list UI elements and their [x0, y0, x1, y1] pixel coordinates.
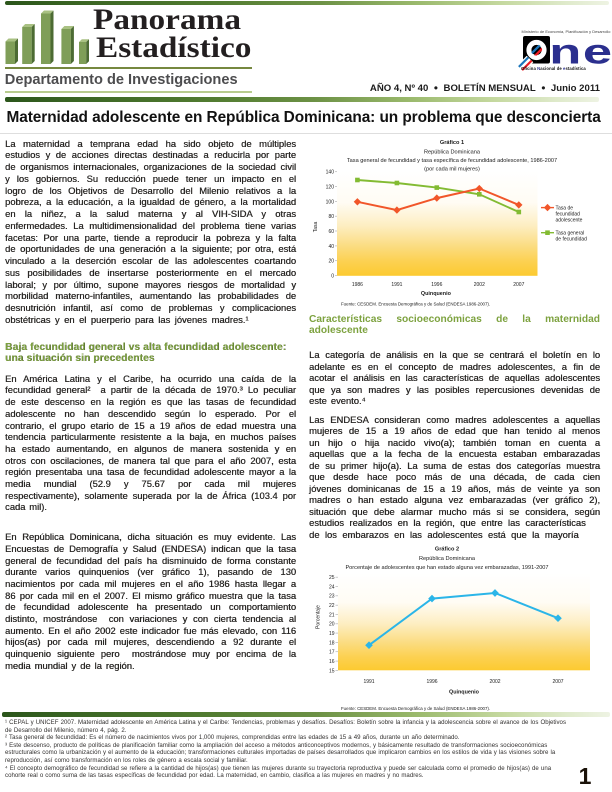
svg-text:1991: 1991	[363, 679, 374, 685]
svg-text:60: 60	[328, 229, 334, 235]
svg-text:100: 100	[326, 199, 335, 205]
svg-text:2002: 2002	[474, 282, 485, 288]
svg-text:Porcentaje: Porcentaje	[316, 605, 322, 629]
svg-text:1991: 1991	[391, 282, 402, 288]
svg-text:Gráfico 2: Gráfico 2	[435, 547, 459, 553]
svg-text:15: 15	[329, 668, 335, 674]
svg-text:de fecundidad: de fecundidad	[556, 237, 588, 243]
svg-text:adolescente: adolescente	[556, 217, 583, 223]
svg-text:16: 16	[329, 659, 335, 665]
svg-text:Fuente: CESDEM. Encuesta Demog: Fuente: CESDEM. Encuesta Demográfica y d…	[341, 706, 490, 711]
svg-text:19: 19	[329, 631, 335, 637]
svg-text:0: 0	[331, 273, 334, 279]
svg-text:ne: ne	[549, 33, 612, 71]
svg-text:fecundidad: fecundidad	[556, 211, 581, 217]
svg-text:1986: 1986	[352, 282, 363, 288]
svg-text:140: 140	[326, 170, 335, 176]
svg-text:18: 18	[329, 640, 335, 646]
svg-text:Tasa general de fecundidad y t: Tasa general de fecundidad y tasa especí…	[347, 158, 557, 164]
svg-text:1996: 1996	[431, 282, 442, 288]
svg-text:Fuente: CESDEM. Encuesta Demog: Fuente: CESDEM. Encuesta Demográfica y d…	[341, 302, 490, 307]
svg-text:20: 20	[328, 259, 334, 265]
svg-text:(por cada mil mujeres): (por cada mil mujeres)	[424, 167, 480, 173]
svg-text:80: 80	[328, 214, 334, 220]
svg-text:17: 17	[329, 650, 335, 656]
svg-text:1996: 1996	[426, 679, 437, 685]
svg-text:Quinquenio: Quinquenio	[421, 291, 452, 297]
svg-text:Porcentaje de adolescentes que: Porcentaje de adolescentes que han estad…	[345, 565, 548, 571]
svg-text:2007: 2007	[552, 679, 563, 685]
svg-text:2002: 2002	[489, 679, 500, 685]
svg-text:República Dominicana: República Dominicana	[424, 150, 481, 156]
svg-text:Tasa: Tasa	[313, 222, 319, 233]
svg-text:40: 40	[328, 244, 334, 250]
svg-text:25: 25	[329, 575, 335, 581]
svg-text:República Dominicana: República Dominicana	[419, 556, 476, 562]
svg-text:Gráfico 1: Gráfico 1	[440, 140, 464, 146]
svg-text:21: 21	[329, 612, 335, 618]
svg-text:Quinquenio: Quinquenio	[449, 690, 480, 696]
svg-text:20: 20	[329, 622, 335, 628]
svg-text:2007: 2007	[513, 282, 524, 288]
svg-text:24: 24	[329, 584, 335, 590]
svg-text:22: 22	[329, 603, 335, 609]
svg-text:Tasa de: Tasa de	[556, 205, 574, 211]
svg-text:120: 120	[326, 184, 335, 190]
svg-text:23: 23	[329, 594, 335, 600]
svg-text:Tasa general: Tasa general	[556, 231, 585, 237]
